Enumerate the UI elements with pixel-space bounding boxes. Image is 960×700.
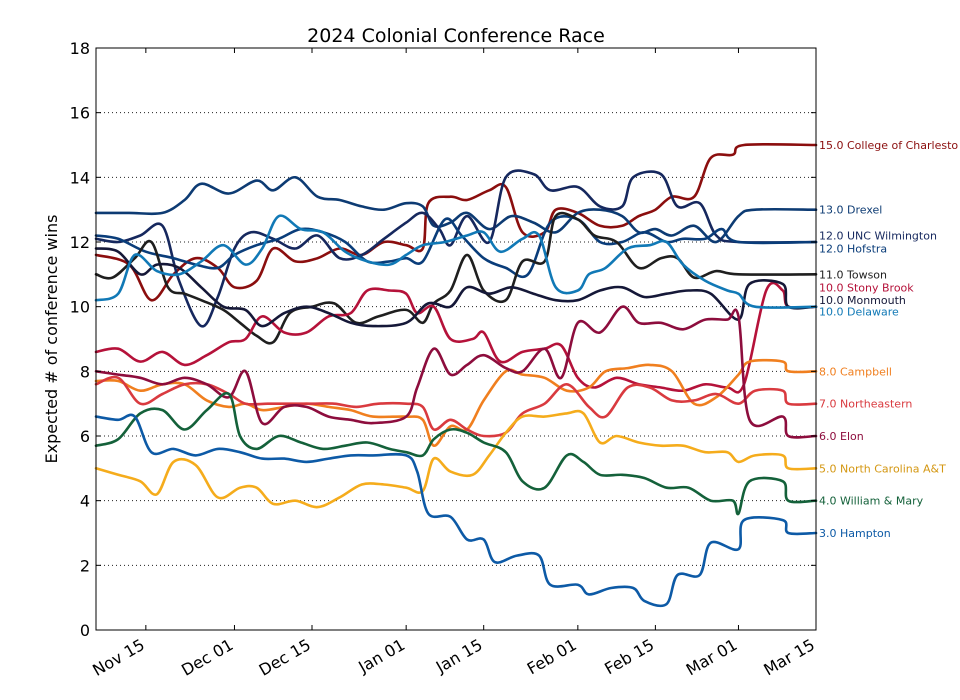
x-tick-label: Mar 01: [683, 635, 741, 679]
series-end-label: 4.0 William & Mary: [819, 495, 924, 508]
series-line-8: [94, 358, 818, 447]
y-tick-label: 2: [80, 556, 90, 575]
y-tick-label: 14: [70, 168, 90, 187]
series-end-label: 10.0 Stony Brook: [819, 281, 914, 294]
series-lines: [94, 142, 818, 608]
series-line-3: [94, 215, 818, 279]
series-line-7: [94, 214, 818, 309]
grid: [96, 112, 816, 566]
series-end-label: 10.0 Monmouth: [819, 294, 906, 307]
x-tick-label: Nov 15: [89, 635, 148, 680]
x-tick-label: Feb 01: [524, 635, 580, 678]
y-tick-label: 8: [80, 362, 90, 381]
series-line-12: [94, 391, 818, 516]
x-tick-label: Feb 15: [601, 635, 657, 678]
series-line-5: [94, 281, 818, 394]
x-tick-label: Dec 01: [178, 635, 236, 680]
end-labels: 15.0 College of Charlesto 13.0 Drexel 12.0…: [819, 139, 958, 540]
x-tick-label: Mar 15: [760, 635, 818, 679]
series-line-10: [94, 305, 818, 439]
series-end-label: 5.0 North Carolina A&T: [819, 462, 946, 475]
x-tick-label: Dec 15: [256, 635, 314, 680]
plot-frame: [95, 47, 817, 631]
x-axis-ticks: Nov 15 Dec 01 Dec 15 Jan 01 Jan 15 Feb 01 Feb …: [89, 48, 818, 680]
y-tick-label: 18: [70, 39, 90, 58]
y-axis-ticks: 0 2 4 6 8 10 12 14 16 18: [70, 39, 816, 640]
y-tick-label: 10: [70, 298, 90, 317]
chart-title: 2024 Colonial Conference Race: [307, 25, 605, 47]
series-end-label: 8.0 Campbell: [819, 365, 892, 378]
series-line-13: [94, 413, 818, 608]
series-end-label: 3.0 Hampton: [819, 527, 891, 540]
series-end-label: 10.0 Delaware: [819, 306, 899, 319]
series-line-11: [94, 409, 818, 509]
series-end-label: 12.0 UNC Wilmington: [819, 230, 937, 243]
series-end-label: 7.0 Northeastern: [819, 398, 912, 411]
y-tick-label: 12: [70, 233, 90, 252]
series-end-label: 15.0 College of Charlesto: [819, 139, 958, 152]
y-tick-label: 6: [80, 427, 90, 446]
series-line-2: [94, 169, 818, 328]
series-end-label: 11.0 Towson: [819, 268, 887, 281]
y-axis-label: Expected # of conference wins: [42, 215, 61, 464]
series-line-0: [94, 142, 818, 302]
series-end-label: 6.0 Elon: [819, 430, 864, 443]
x-tick-label: Jan 15: [432, 635, 486, 677]
series-end-label: 13.0 Drexel: [819, 204, 882, 217]
x-tick-label: Jan 01: [354, 635, 408, 677]
series-line-6: [94, 247, 818, 328]
y-tick-label: 16: [70, 104, 90, 123]
y-tick-label: 0: [80, 621, 90, 640]
y-tick-label: 4: [80, 492, 90, 511]
series-line-4: [94, 211, 818, 345]
series-line-1: [94, 176, 818, 244]
series-end-label: 12.0 Hofstra: [819, 242, 887, 255]
